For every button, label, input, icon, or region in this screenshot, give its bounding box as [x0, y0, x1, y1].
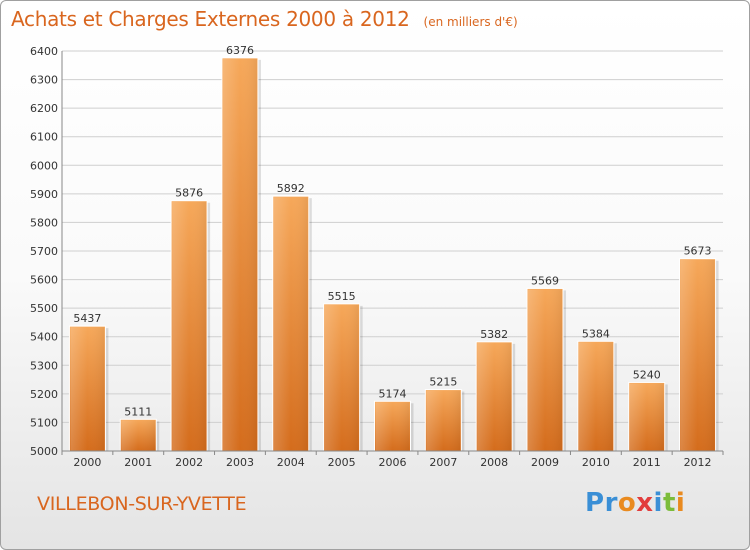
y-axis-tick-labels: 5000 5100 5200 5300 5400 5500 5600 5700 5800 5900…: [30, 45, 58, 458]
bar-shine: [578, 342, 613, 451]
bar-shine: [324, 304, 359, 451]
x-tick-label: 2010: [582, 456, 610, 469]
bar-shine: [121, 420, 156, 451]
bar-shine: [273, 197, 308, 451]
x-tick-label: 2007: [429, 456, 457, 469]
x-axis-tick-labels: 2000 2001 2002 2003 2004 2005 2006 2007 2008 2009…: [73, 451, 724, 469]
x-tick-label: 2000: [73, 456, 101, 469]
x-tick-label: 2001: [124, 456, 152, 469]
data-label: 5515: [328, 290, 356, 303]
data-label: 5673: [684, 245, 712, 258]
data-label: 5892: [277, 182, 305, 195]
logo-letter: o: [617, 488, 637, 518]
data-label: 5240: [633, 368, 661, 381]
data-label: 5437: [73, 312, 101, 325]
bar-shine: [222, 58, 257, 451]
bars: [68, 57, 719, 452]
data-label: 5111: [124, 405, 152, 418]
x-tick-label: 2008: [480, 456, 508, 469]
logo-letter: x: [636, 488, 654, 518]
y-tick-label: 5900: [30, 188, 58, 201]
data-label: 5569: [531, 274, 559, 287]
y-tick-label: 5700: [30, 245, 58, 258]
data-label: 6376: [226, 44, 254, 57]
y-tick-label: 6000: [30, 159, 58, 172]
chart-subtitle: (en milliers d'€): [423, 15, 518, 29]
x-tick-label: 2009: [531, 456, 559, 469]
data-label: 5174: [379, 387, 407, 400]
chart-title: Achats et Charges Externes 2000 à 2012: [11, 7, 410, 31]
bar-shine: [426, 390, 461, 451]
y-tick-label: 5600: [30, 274, 58, 287]
y-tick-label: 6400: [30, 45, 58, 58]
bar-shine: [528, 289, 563, 451]
y-tick-label: 6200: [30, 102, 58, 115]
y-tick-label: 5400: [30, 331, 58, 344]
bar-shine: [375, 402, 410, 451]
y-tick-label: 6100: [30, 131, 58, 144]
x-tick-label: 2011: [633, 456, 661, 469]
y-tick-label: 5200: [30, 388, 58, 401]
y-tick-label: 5100: [30, 416, 58, 429]
logo-letter: i: [653, 488, 663, 518]
y-tick-label: 5500: [30, 302, 58, 315]
x-tick-label: 2004: [277, 456, 305, 469]
axes: [61, 51, 723, 455]
data-labels: 5437 5111 5876 6376 5892 5515 5174 5215 5382 5569…: [73, 44, 711, 418]
x-tick-label: 2012: [684, 456, 712, 469]
data-label: 5876: [175, 187, 203, 200]
x-tick-label: 2003: [226, 456, 254, 469]
bar-shine: [629, 383, 664, 451]
y-tick-label: 5000: [30, 445, 58, 458]
logo-letter: i: [675, 488, 686, 518]
y-tick-label: 5300: [30, 359, 58, 372]
data-label: 5382: [480, 328, 508, 341]
bar-shine: [172, 201, 207, 451]
logo-letter: r: [604, 488, 618, 518]
logo-letter: t: [662, 488, 676, 518]
x-tick-label: 2002: [175, 456, 203, 469]
chart-header: Achats et Charges Externes 2000 à 2012 (e…: [11, 7, 518, 31]
y-tick-label: 5800: [30, 216, 58, 229]
data-label: 5384: [582, 327, 610, 340]
y-tick-label: 6300: [30, 74, 58, 87]
proxiti-logo: Proxiti: [585, 488, 685, 518]
x-tick-label: 2006: [379, 456, 407, 469]
data-label: 5215: [429, 376, 457, 389]
bar-shine: [680, 259, 715, 451]
x-tick-label: 2005: [328, 456, 356, 469]
bar-shine: [477, 342, 512, 451]
logo-letter: P: [585, 488, 605, 518]
city-name: VILLEBON-SUR-YVETTE: [37, 493, 247, 515]
bar-shine: [70, 327, 105, 451]
